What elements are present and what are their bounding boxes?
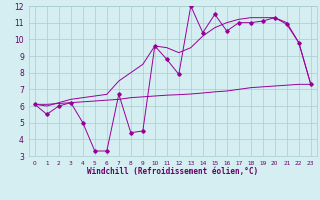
X-axis label: Windchill (Refroidissement éolien,°C): Windchill (Refroidissement éolien,°C) [87,167,258,176]
